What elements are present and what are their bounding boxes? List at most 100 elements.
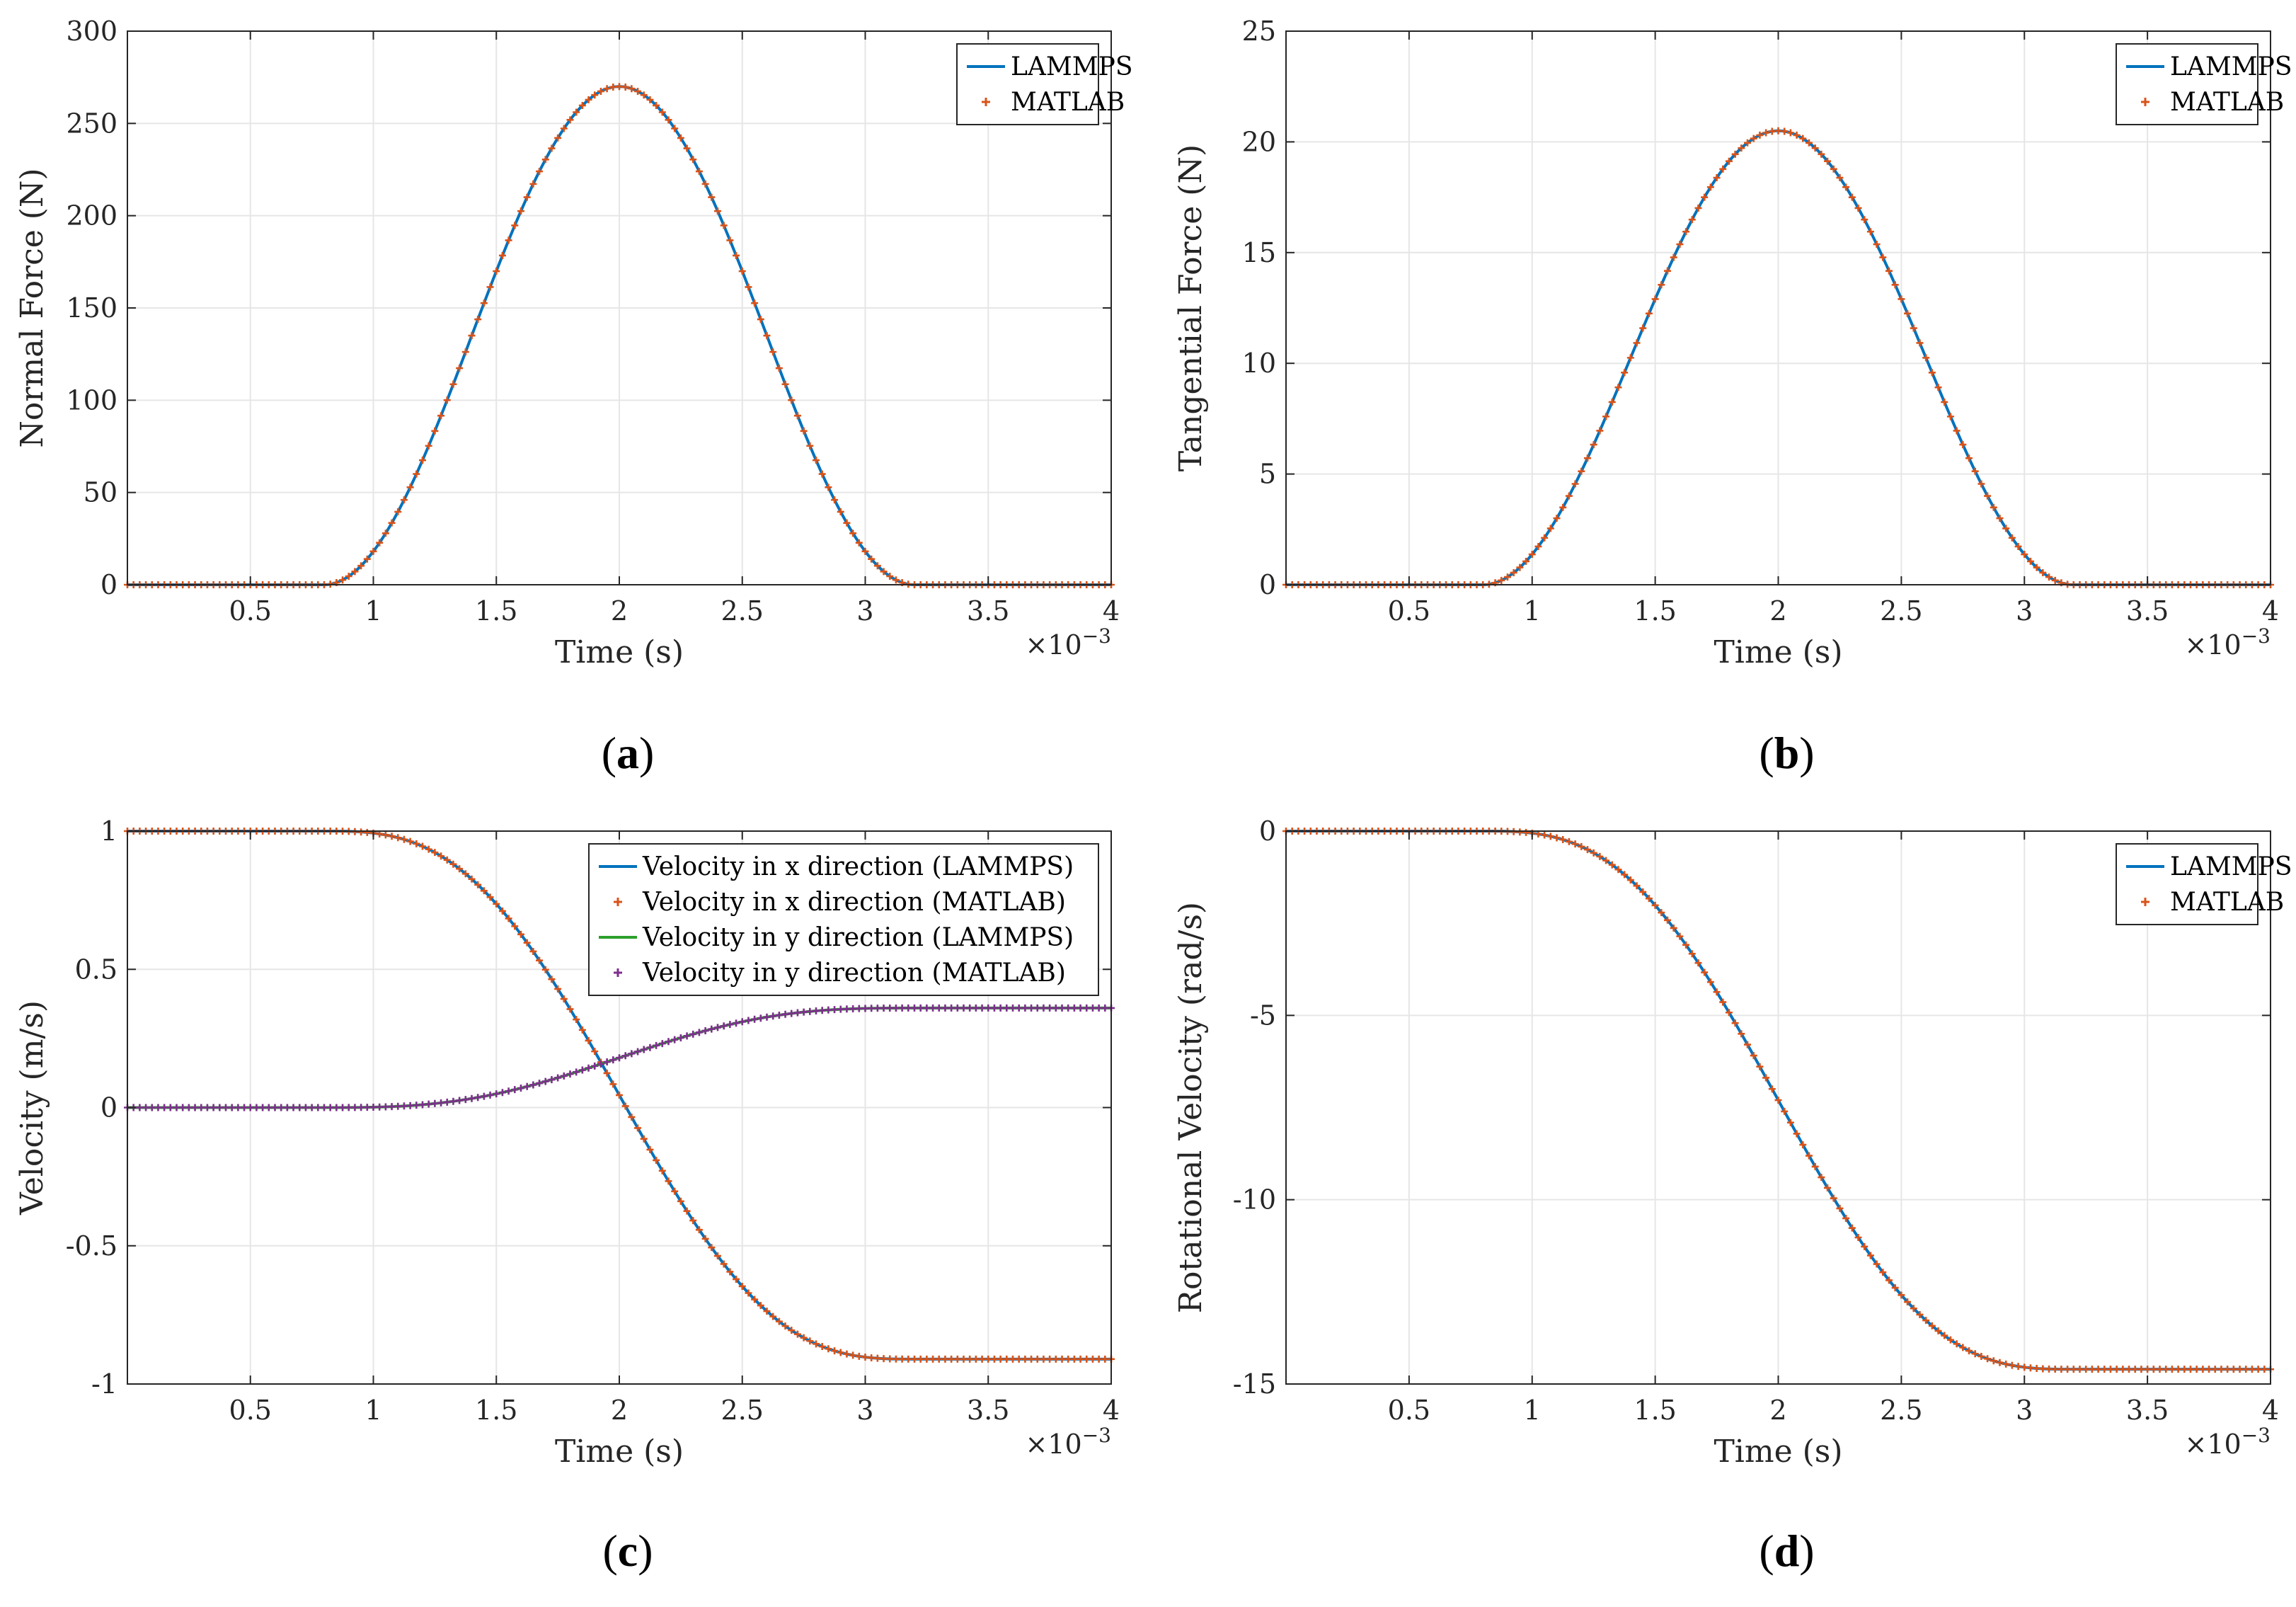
data-point [1996, 515, 2004, 522]
data-point [1731, 150, 1739, 158]
data-point [1824, 1184, 1832, 1191]
data-point [1028, 1004, 1035, 1012]
data-point [646, 96, 654, 103]
data-point [689, 1030, 697, 1038]
data-point [1033, 1355, 1041, 1363]
data-point [419, 1101, 426, 1109]
legend-entry: LAMMPS [2170, 52, 2292, 81]
data-point [1503, 573, 1511, 581]
data-point [456, 365, 464, 372]
data-point [1676, 932, 1684, 940]
x-tick-label: 3 [2016, 1395, 2033, 1426]
data-point [653, 101, 660, 109]
x-tick-label: 0.5 [1388, 1395, 1430, 1426]
data-point [1682, 228, 1690, 236]
y-tick-label: 0 [1259, 816, 1276, 847]
data-point [714, 207, 721, 215]
data-point [357, 1104, 365, 1111]
data-point [554, 134, 562, 142]
y-tick-label: 25 [1242, 16, 1276, 47]
data-point [1003, 1004, 1011, 1012]
y-tick-label: 100 [66, 384, 117, 416]
data-point [1626, 354, 1634, 362]
data-point [953, 1004, 961, 1012]
data-point [578, 1026, 586, 1034]
data-point [1978, 480, 1985, 488]
data-point [406, 1102, 414, 1109]
data-point [1578, 467, 1585, 475]
data-point [757, 1014, 764, 1022]
data-point [388, 519, 396, 527]
x-tick-label: 3 [856, 1395, 873, 1426]
data-point [1848, 1224, 1856, 1232]
data-point [1818, 150, 1825, 158]
data-point [1873, 241, 1881, 248]
x-tick-label: 0.5 [229, 1395, 272, 1426]
data-point [209, 1104, 217, 1111]
data-point [517, 930, 524, 938]
data-point [733, 251, 740, 259]
data-point [363, 555, 371, 563]
data-point [1885, 267, 1893, 275]
data-point [1095, 1355, 1103, 1363]
data-point [917, 1355, 924, 1363]
data-point [714, 1252, 721, 1260]
x-tick-label: 4 [1103, 1395, 1120, 1426]
data-point [880, 1355, 888, 1363]
data-point [1793, 131, 1801, 139]
data-point [493, 268, 500, 275]
legend-entry: MATLAB [2170, 88, 2284, 117]
data-point [197, 1104, 205, 1111]
data-point [1830, 165, 1837, 173]
data-point [1781, 1107, 1789, 1115]
data-point [1738, 1030, 1745, 1038]
data-point [726, 1021, 734, 1029]
data-point [609, 1080, 617, 1088]
data-point [714, 1024, 721, 1031]
data-point [757, 316, 764, 324]
data-point [2224, 1366, 2232, 1373]
data-point [1534, 542, 1542, 550]
data-point [1866, 228, 1874, 236]
data-point [1021, 1355, 1029, 1363]
y-axis-label: Normal Force (N) [14, 168, 50, 447]
data-point [1910, 324, 1917, 332]
data-point [369, 1103, 377, 1111]
data-point [2014, 542, 2022, 550]
data-point [1070, 1004, 1078, 1012]
y-tick-label: 0 [1259, 569, 1276, 600]
legend-box [956, 43, 1099, 125]
y-tick-label: -1 [91, 1368, 117, 1400]
x-tick-label: 2 [1769, 1395, 1786, 1426]
data-point [1731, 1019, 1739, 1027]
legend: LAMMPS MATLAB [2116, 843, 2292, 925]
data-point [1052, 1004, 1060, 1012]
data-point [585, 1036, 592, 1044]
data-point [1744, 1041, 1752, 1048]
data-point [2051, 576, 2059, 584]
data-point [1836, 1204, 1844, 1212]
data-point [843, 1350, 851, 1358]
x-tick-label: 4 [2262, 595, 2279, 627]
data-point [677, 1197, 684, 1205]
data-point [677, 134, 684, 142]
data-point [793, 1009, 801, 1017]
data-point [1774, 127, 1782, 135]
data-point [1701, 193, 1709, 201]
data-point [1786, 129, 1794, 137]
data-point [751, 1296, 759, 1303]
legend-entry: Velocity in y direction (MATLAB) [642, 959, 1066, 988]
data-point [978, 1355, 986, 1363]
legend-box [588, 843, 1099, 996]
data-point [493, 900, 500, 908]
data-point [733, 1275, 740, 1283]
data-point [886, 1004, 894, 1012]
data-point [1583, 846, 1591, 854]
data-point [1645, 895, 1653, 903]
data-point [1064, 1355, 1072, 1363]
x-tick-label: 2 [611, 595, 628, 627]
data-point [671, 1187, 679, 1195]
x-axis-label: Time (s) [555, 1434, 684, 1470]
data-point [573, 1016, 580, 1024]
data-point [253, 1104, 260, 1111]
